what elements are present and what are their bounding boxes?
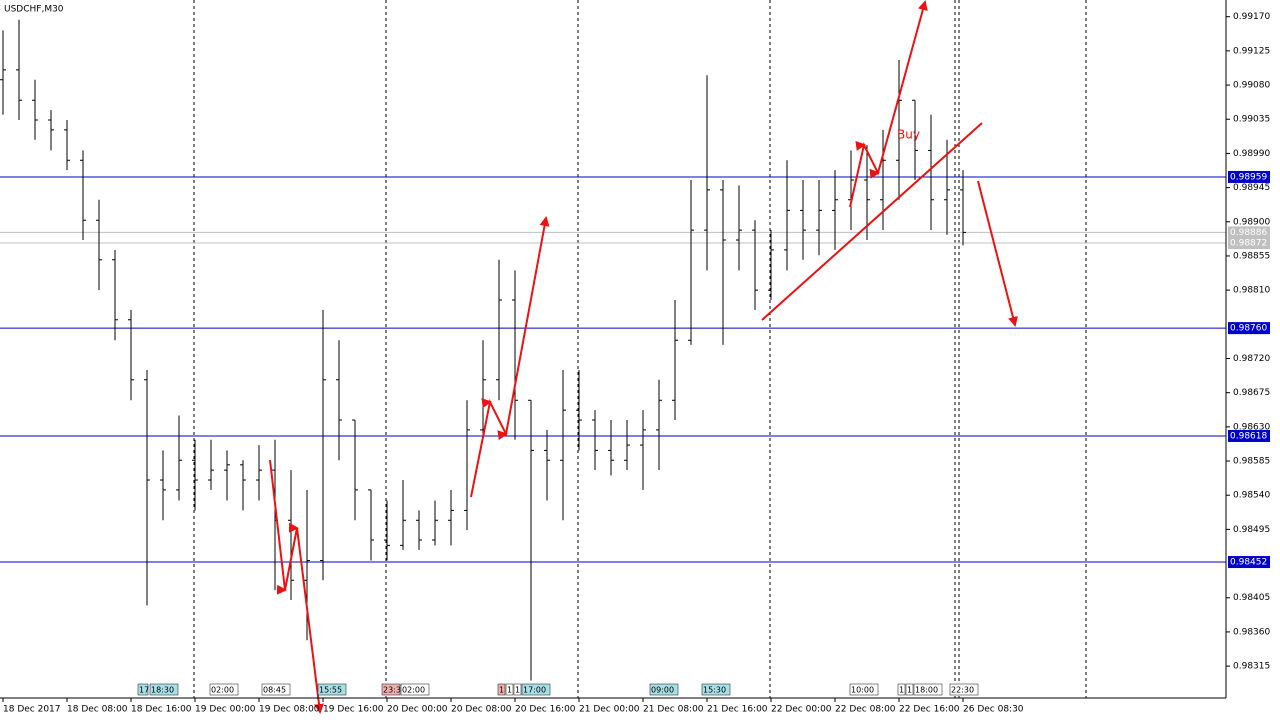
y-tick-label: 0.98495 — [1233, 525, 1270, 535]
event-label: 08:45 — [263, 686, 286, 695]
y-tick-label: 0.98810 — [1233, 286, 1270, 296]
y-tick-label: 0.98855 — [1233, 251, 1270, 261]
y-tick-label: 0.99170 — [1233, 12, 1270, 22]
event-label: 22:30 — [951, 686, 974, 695]
event-flag — [913, 683, 943, 696]
event-label: 1 — [507, 686, 512, 695]
event-flag — [849, 683, 879, 696]
x-tick-label: 18 Dec 08:00 — [67, 705, 128, 715]
event-label: 1 — [499, 686, 504, 695]
y-tick-label: 0.99080 — [1233, 81, 1270, 91]
event-label: 18:00 — [915, 686, 938, 695]
event-flag — [949, 683, 979, 696]
y-tick-label: 0.99125 — [1233, 46, 1270, 56]
y-tick-label: 0.98990 — [1233, 149, 1270, 159]
x-tick-label: 19 Dec 00:00 — [195, 705, 256, 715]
price-tag — [1228, 556, 1270, 569]
price-tag-label: 0.98886 — [1230, 228, 1267, 238]
event-label: 18:30 — [151, 686, 174, 695]
drawings — [269, 0, 1018, 714]
event-label: 1 — [907, 686, 912, 695]
price-tag — [1228, 237, 1270, 250]
price-tag-label: 0.98959 — [1230, 172, 1267, 182]
x-tick-label: 21 Dec 00:00 — [579, 705, 640, 715]
y-tick-label: 0.98585 — [1233, 457, 1270, 467]
y-tick-label: 0.98720 — [1233, 354, 1270, 364]
event-flag — [149, 683, 179, 696]
event-label: 09:00 — [651, 686, 674, 695]
event-label: 17:00 — [523, 686, 546, 695]
price-tag — [1228, 322, 1270, 335]
x-tick-label: 19 Dec 08:00 — [259, 705, 320, 715]
price-tag-label: 0.98618 — [1230, 431, 1267, 441]
event-flag — [649, 683, 679, 696]
chart-title: USDCHF,M30 — [4, 5, 64, 15]
event-flag — [137, 683, 149, 696]
event-flag — [317, 683, 347, 696]
event-label: 02:00 — [402, 686, 425, 695]
event-flag — [505, 683, 514, 696]
price-tag-label: 0.98760 — [1230, 324, 1267, 334]
y-tick-label: 0.98675 — [1233, 388, 1270, 398]
price-tag — [1228, 429, 1270, 442]
price-tag-label: 0.98872 — [1230, 239, 1267, 249]
event-flag — [905, 683, 914, 696]
event-flag — [261, 683, 291, 696]
y-tick-label: 0.98405 — [1233, 593, 1270, 603]
x-tick-label: 18 Dec 16:00 — [131, 705, 192, 715]
y-tick-label: 0.98540 — [1233, 491, 1270, 501]
event-flag — [701, 683, 731, 696]
price-tag — [1228, 226, 1270, 239]
price-tag — [1228, 170, 1270, 183]
y-tick-label: 0.98315 — [1233, 662, 1270, 672]
event-flag — [521, 683, 551, 696]
event-label: 1 — [515, 686, 520, 695]
events: 17 18:30 02:00 08:45 15:55 23:3 02:00 1 1 1 17:00 0… — [137, 683, 979, 696]
x-tick-label: 20 Dec 08:00 — [451, 705, 512, 715]
x-tick-label: 20 Dec 16:00 — [515, 705, 576, 715]
price-tag-label: 0.98452 — [1230, 558, 1267, 568]
event-label: 1 — [899, 686, 904, 695]
x-tick-label: 22 Dec 08:00 — [835, 705, 896, 715]
event-flag — [209, 683, 239, 696]
y-tick-label: 0.98900 — [1233, 217, 1270, 227]
period-separators — [193, 0, 1087, 698]
x-tick-label: 20 Dec 00:00 — [387, 705, 448, 715]
y-tick-label: 0.98945 — [1233, 183, 1270, 193]
x-tick-label: 26 Dec 08:30 — [963, 705, 1024, 715]
event-label: 15:30 — [703, 686, 726, 695]
event-label: 02:00 — [211, 686, 234, 695]
y-tick-label: 0.98630 — [1233, 422, 1270, 432]
y-tick-label: 0.99035 — [1233, 115, 1270, 125]
event-label: 23:3 — [383, 686, 401, 695]
x-tick-label: 21 Dec 08:00 — [643, 705, 704, 715]
event-label: 17 — [139, 686, 149, 695]
x-tick-label: 22 Dec 00:00 — [771, 705, 832, 715]
event-flag — [381, 683, 401, 696]
x-tick-label: 18 Dec 2017 — [3, 705, 61, 715]
y-tick-label: 0.98360 — [1233, 627, 1270, 637]
x-tick-label: 22 Dec 16:00 — [899, 705, 960, 715]
levels — [0, 176, 1226, 563]
event-flag — [497, 683, 506, 696]
x-tick-label: 21 Dec 16:00 — [707, 705, 768, 715]
event-flag — [897, 683, 906, 696]
event-flag — [400, 683, 430, 696]
event-label: 10:00 — [851, 686, 874, 695]
event-label: 15:55 — [319, 686, 342, 695]
event-flag — [513, 683, 522, 696]
annotation: Buy — [897, 128, 920, 142]
x-tick-label: 19 Dec 16:00 — [323, 705, 384, 715]
